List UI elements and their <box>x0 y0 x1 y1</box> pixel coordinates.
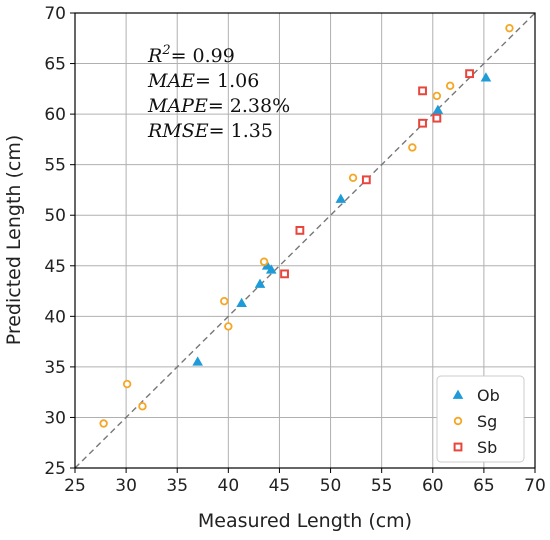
data-point-sb <box>465 69 474 79</box>
x-axis-ticks: 25 30 35 40 45 50 55 60 65 70 <box>64 468 546 496</box>
y-axis-title: Predicted Length (cm) <box>3 135 25 346</box>
x-tick-label: 50 <box>320 476 342 496</box>
legend-label-ob: Ob <box>477 386 500 405</box>
y-tick-label: 30 <box>44 408 66 428</box>
data-point-sg <box>224 322 233 331</box>
x-tick-label: 40 <box>218 476 240 496</box>
x-tick-label: 25 <box>64 476 86 496</box>
legend-label-sg: Sg <box>477 412 497 431</box>
stat-label: R <box>147 45 162 67</box>
x-tick-label: 65 <box>473 476 495 496</box>
stat-line: R2= 0.99 <box>147 43 235 67</box>
legend-label-sb: Sb <box>477 438 497 457</box>
x-tick-label: 55 <box>371 476 393 496</box>
data-point-sg <box>408 143 417 152</box>
data-point-ob <box>265 264 277 274</box>
data-point-sg <box>99 419 108 428</box>
y-tick-label: 70 <box>44 4 66 24</box>
data-point-sg <box>348 173 358 183</box>
data-point-ob <box>480 72 492 82</box>
data-point-ob <box>192 356 203 366</box>
stat-value: = 0.99 <box>171 45 235 67</box>
data-point-sg <box>445 81 455 90</box>
data-point-sg <box>138 402 147 411</box>
data-point-sb <box>418 86 427 96</box>
y-tick-label: 55 <box>44 156 66 176</box>
stat-value: = 2.38% <box>208 95 290 117</box>
y-tick-label: 65 <box>44 55 66 75</box>
stat-label: MAE <box>147 70 195 92</box>
data-point-sg <box>220 296 229 306</box>
legend-marker-ob <box>452 389 464 399</box>
data-point-sb <box>418 118 427 128</box>
x-tick-label: 35 <box>166 476 188 496</box>
data-point-sg <box>505 23 514 33</box>
y-axis-ticks: 25 30 35 40 45 50 55 60 65 70 <box>44 4 75 479</box>
data-point-sb <box>280 269 289 279</box>
y-tick-label: 25 <box>44 459 66 479</box>
stat-superscript: 2 <box>161 43 170 58</box>
y-tick-label: 45 <box>44 257 66 277</box>
x-tick-label: 30 <box>115 476 137 496</box>
data-point-sb <box>361 175 371 185</box>
data-point-ob <box>236 297 247 308</box>
stat-line: RMSE= 1.35 <box>147 120 273 142</box>
legend: Ob Sg Sb <box>436 375 525 463</box>
stat-label: RMSE <box>147 120 209 142</box>
stat-value: = 1.06 <box>195 70 259 92</box>
stat-value: = 1.35 <box>209 120 273 142</box>
legend-marker-sg <box>453 416 463 426</box>
y-tick-label: 35 <box>44 358 66 378</box>
y-tick-label: 60 <box>44 105 66 125</box>
data-point-sg <box>432 91 442 101</box>
data-point-ob <box>254 278 266 288</box>
identity-reference-line <box>74 12 536 469</box>
stat-label: MAPE <box>147 95 208 117</box>
y-tick-label: 50 <box>44 206 66 226</box>
legend-marker-sb <box>453 442 463 452</box>
plot-frame <box>74 12 536 469</box>
stat-line: MAE= 1.06 <box>147 70 259 92</box>
data-point-sb <box>295 225 305 235</box>
data-point-sg <box>122 379 132 389</box>
data-points <box>99 23 514 428</box>
y-tick-label: 40 <box>44 307 66 327</box>
x-tick-label: 70 <box>524 476 546 496</box>
data-point-ob <box>335 193 347 203</box>
x-tick-label: 45 <box>269 476 291 496</box>
x-axis-title: Measured Length (cm) <box>198 510 412 532</box>
stat-line: MAPE= 2.38% <box>147 95 290 117</box>
data-point-sb <box>432 113 442 123</box>
x-tick-label: 60 <box>422 476 444 496</box>
data-point-sg <box>259 257 269 266</box>
statistics-annotation: R2= 0.99 MAE= 1.06 MAPE= 2.38% RMSE= 1.35 <box>147 43 290 142</box>
data-point-ob <box>432 104 444 114</box>
